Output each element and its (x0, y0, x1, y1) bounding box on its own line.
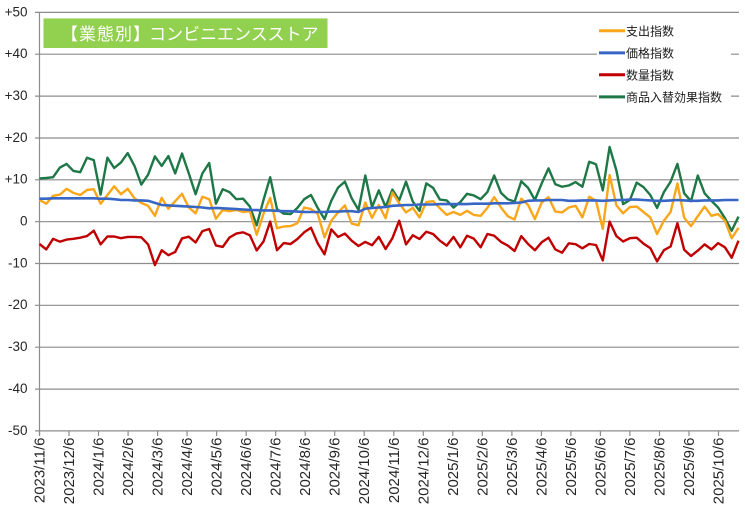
svg-text:2025/4/6: 2025/4/6 (533, 438, 550, 496)
svg-text:【業態別】: 【業態別】 (61, 25, 151, 44)
svg-text:2024/10/6: 2024/10/6 (356, 438, 373, 505)
svg-text:2025/7/6: 2025/7/6 (622, 438, 639, 496)
svg-text:+20: +20 (5, 130, 28, 145)
svg-text:2024/7/6: 2024/7/6 (268, 438, 285, 496)
svg-text:2025/6/6: 2025/6/6 (592, 438, 609, 496)
svg-text:2024/1/6: 2024/1/6 (91, 438, 108, 496)
svg-text:+10: +10 (5, 172, 28, 187)
svg-text:2025/1/6: 2025/1/6 (445, 438, 462, 496)
svg-text:2025/5/6: 2025/5/6 (563, 438, 580, 496)
svg-text:2024/5/6: 2024/5/6 (209, 438, 226, 496)
svg-text:価格指数: 価格指数 (626, 45, 674, 60)
svg-text:支出指数: 支出指数 (626, 23, 674, 38)
svg-text:商品入替効果指数: 商品入替効果指数 (626, 89, 722, 104)
svg-text:+40: +40 (5, 46, 28, 61)
svg-text:2025/8/6: 2025/8/6 (652, 438, 669, 496)
svg-text:+30: +30 (5, 88, 28, 103)
svg-text:2024/2/6: 2024/2/6 (120, 438, 137, 496)
svg-text:2024/3/6: 2024/3/6 (150, 438, 167, 496)
svg-text:2025/9/6: 2025/9/6 (681, 438, 698, 496)
svg-text:2023/11/6: 2023/11/6 (32, 438, 49, 504)
svg-text:2024/8/6: 2024/8/6 (297, 438, 314, 496)
svg-text:-10: -10 (8, 255, 28, 270)
svg-text:数量指数: 数量指数 (626, 67, 674, 82)
svg-text:2025/10/6: 2025/10/6 (711, 438, 728, 505)
svg-text:-50: -50 (8, 423, 28, 438)
svg-text:2023/12/6: 2023/12/6 (61, 438, 78, 505)
svg-text:2024/12/6: 2024/12/6 (415, 438, 432, 505)
svg-text:-40: -40 (8, 381, 28, 396)
svg-text:-30: -30 (8, 339, 28, 354)
svg-text:2025/3/6: 2025/3/6 (504, 438, 521, 496)
svg-text:-20: -20 (8, 297, 28, 312)
svg-text:2024/4/6: 2024/4/6 (179, 438, 196, 496)
svg-text:2024/11/6: 2024/11/6 (386, 438, 403, 504)
svg-text:0: 0 (20, 214, 28, 229)
svg-text:2024/9/6: 2024/9/6 (327, 438, 344, 496)
svg-text:2024/6/6: 2024/6/6 (238, 438, 255, 496)
svg-text:2025/2/6: 2025/2/6 (474, 438, 491, 496)
svg-text:コンビニエンスストア: コンビニエンスストア (149, 25, 319, 44)
svg-text:+50: +50 (5, 4, 28, 19)
